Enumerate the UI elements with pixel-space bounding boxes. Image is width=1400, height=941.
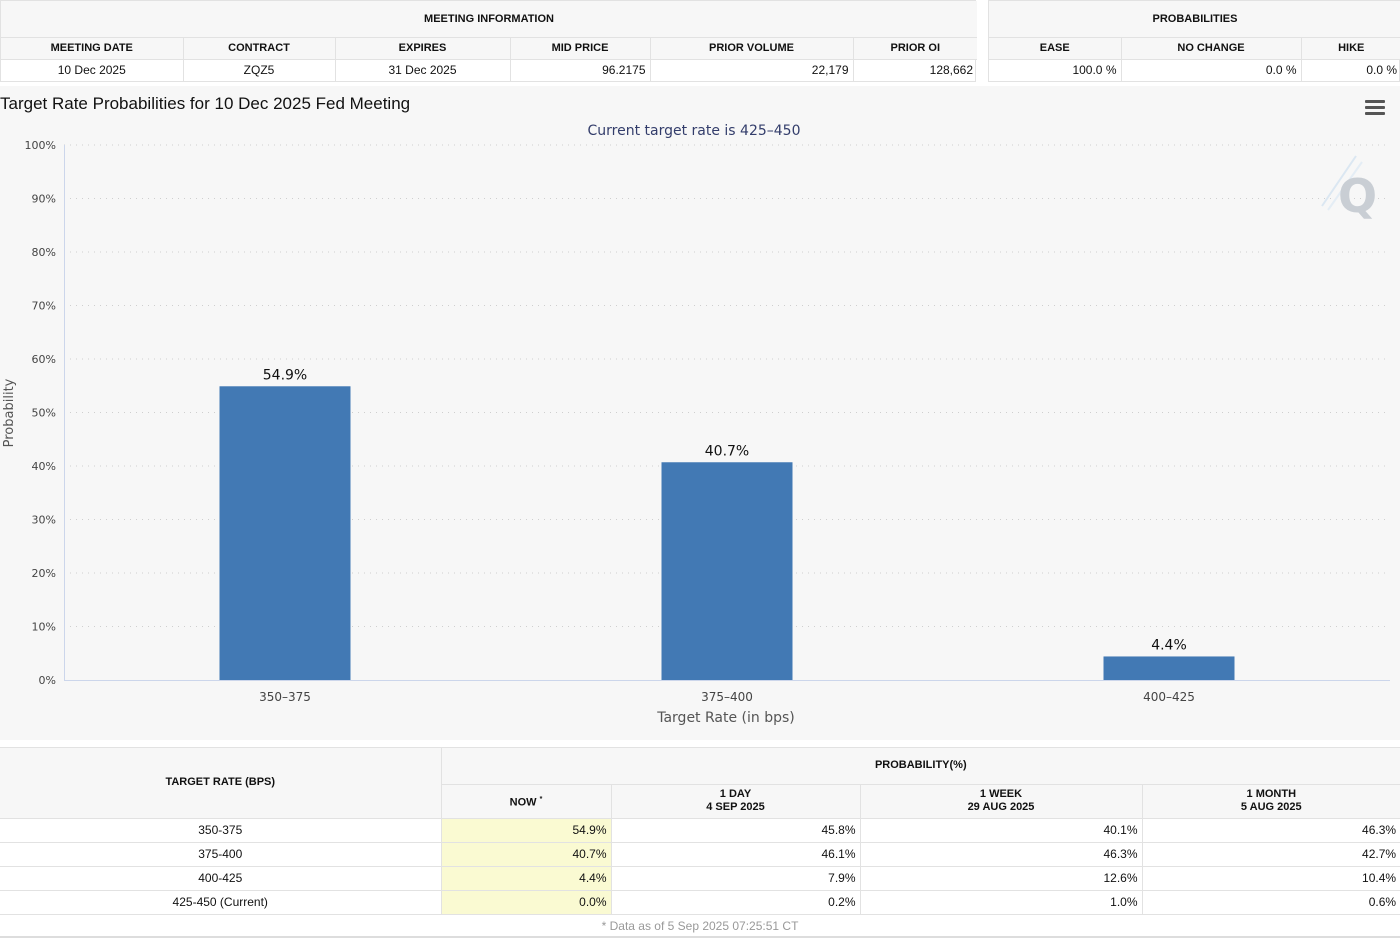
hike-header: HIKE (1301, 37, 1400, 60)
y-tick-label: 70% (32, 300, 56, 313)
x-tick-label: 375–400 (701, 690, 753, 704)
prior-volume-header: PRIOR VOLUME (650, 37, 854, 60)
one-month-value-cell: 0.6% (1142, 890, 1400, 915)
x-axis-title: Target Rate (in bps) (656, 710, 795, 726)
one-day-value-cell: 7.9% (611, 866, 861, 891)
y-tick-label: 60% (32, 353, 56, 366)
probability-header: PROBABILITY(%) (441, 748, 1400, 785)
now-column-header: NOW * (441, 784, 612, 819)
now-value-cell: 40.7% (441, 842, 612, 867)
table-row: 350-375 54.9% 45.8% 40.1% 46.3% (0, 818, 1400, 843)
now-value-cell: 4.4% (441, 866, 612, 891)
one-month-column-header: 1 MONTH 5 AUG 2025 (1142, 784, 1400, 819)
data-label: 54.9% (263, 367, 307, 383)
one-week-value-cell: 1.0% (860, 890, 1143, 915)
one-week-value-cell: 12.6% (860, 866, 1143, 891)
data-label: 40.7% (705, 443, 749, 459)
meeting-information-table: MEETING INFORMATION MEETING DATE CONTRAC… (0, 0, 978, 82)
data-label: 4.4% (1151, 637, 1187, 653)
y-tick-label: 50% (32, 407, 56, 420)
meeting-information-heading: MEETING INFORMATION (1, 1, 978, 38)
one-day-column-header: 1 DAY 4 SEP 2025 (611, 784, 861, 819)
one-month-value-cell: 42.7% (1142, 842, 1400, 867)
target-rate-cell: 350-375 (0, 818, 442, 843)
table-row: 400-425 4.4% 7.9% 12.6% 10.4% (0, 866, 1400, 891)
one-month-value-cell: 46.3% (1142, 818, 1400, 843)
table-row: 425-450 (Current) 0.0% 0.2% 1.0% 0.6% (0, 890, 1400, 915)
x-tick-label: 350–375 (259, 690, 311, 704)
no-change-value: 0.0 % (1121, 59, 1302, 81)
probabilities-heading: PROBABILITIES (989, 1, 1400, 38)
y-tick-label: 20% (32, 567, 56, 580)
expires-value: 31 Dec 2025 (335, 59, 511, 81)
y-tick-label: 0% (39, 674, 56, 687)
expires-header: EXPIRES (335, 37, 511, 60)
one-day-value-cell: 0.2% (611, 890, 861, 915)
mid-price-value: 96.2175 (510, 59, 651, 81)
one-month-value-cell: 10.4% (1142, 866, 1400, 891)
x-tick-label: 400–425 (1143, 690, 1195, 704)
prior-volume-value: 22,179 (650, 59, 854, 81)
now-label: NOW (509, 796, 537, 809)
y-axis-title: Probability (2, 378, 17, 447)
chart-subtitle: Current target rate is 425–450 (587, 123, 800, 139)
prior-oi-header: PRIOR OI (853, 37, 978, 60)
meeting-date-header: MEETING DATE (1, 37, 184, 60)
target-rate-header: TARGET RATE (BPS) (0, 748, 442, 819)
ease-value: 100.0 % (989, 59, 1122, 81)
now-value-cell: 54.9% (441, 818, 612, 843)
bar[interactable] (1103, 656, 1235, 680)
bar[interactable] (219, 386, 351, 680)
one-month-label: 1 MONTH (1246, 788, 1297, 800)
x-tick-labels: 350–375 375–400 400–425 (259, 690, 1195, 704)
q-watermark-icon: Q (1321, 155, 1377, 223)
y-tick-label: 40% (32, 460, 56, 473)
hike-value: 0.0 % (1366, 63, 1398, 78)
y-tick-label: 10% (32, 621, 56, 634)
meeting-date-value: 10 Dec 2025 (1, 59, 184, 81)
bars (219, 386, 1235, 680)
one-week-date: 29 AUG 2025 (967, 801, 1035, 813)
probabilities-table: PROBABILITIES EASE NO CHANGE HIKE 100.0 … (988, 0, 1400, 82)
one-day-label: 1 DAY (719, 788, 752, 800)
y-tick-label: 90% (32, 193, 56, 206)
one-day-date: 4 SEP 2025 (706, 801, 765, 813)
target-rate-cell: 425-450 (Current) (0, 890, 442, 915)
data-timestamp-footnote: * Data as of 5 Sep 2025 07:25:51 CT (0, 918, 1400, 938)
hamburger-menu-icon[interactable] (1365, 100, 1385, 116)
one-week-label: 1 WEEK (979, 788, 1023, 800)
chart-panel: 0% 10% 20% 30% 40% 50% 60% 70% 80% 90% 100% 54.9% 4… (0, 86, 1400, 740)
contract-header: CONTRACT (183, 37, 336, 60)
now-footnote-marker: * (539, 795, 543, 803)
bar-chart: 0% 10% 20% 30% 40% 50% 60% 70% 80% 90% 100% 54.9% 4… (2, 123, 1390, 726)
data-labels: 54.9% 40.7% 4.4% (263, 367, 1187, 653)
prior-oi-value: 128,662 (929, 63, 974, 78)
one-week-column-header: 1 WEEK 29 AUG 2025 (860, 784, 1143, 819)
svg-text:Q: Q (1338, 169, 1377, 223)
mid-price-header: MID PRICE (510, 37, 651, 60)
chart-title: Target Rate Probabilities for 10 Dec 202… (0, 94, 411, 113)
one-week-value-cell: 46.3% (860, 842, 1143, 867)
one-day-value-cell: 46.1% (611, 842, 861, 867)
contract-value: ZQZ5 (183, 59, 336, 81)
y-tick-label: 80% (32, 246, 56, 259)
y-tick-labels: 0% 10% 20% 30% 40% 50% 60% 70% 80% 90% 100% (25, 139, 56, 687)
now-value-cell: 0.0% (441, 890, 612, 915)
table-row: 375-400 40.7% 46.1% 46.3% 42.7% (0, 842, 1400, 867)
grid-lines (64, 144, 1390, 627)
probability-history-table: TARGET RATE (BPS) PROBABILITY(%) NOW * 1… (0, 747, 1400, 915)
one-day-value-cell: 45.8% (611, 818, 861, 843)
target-rate-cell: 375-400 (0, 842, 442, 867)
bar[interactable] (661, 462, 793, 680)
ease-header: EASE (989, 37, 1122, 60)
y-tick-label: 100% (25, 139, 56, 152)
target-rate-cell: 400-425 (0, 866, 442, 891)
no-change-header: NO CHANGE (1121, 37, 1302, 60)
y-tick-label: 30% (32, 514, 56, 527)
one-month-date: 5 AUG 2025 (1240, 801, 1302, 813)
one-week-value-cell: 40.1% (860, 818, 1143, 843)
